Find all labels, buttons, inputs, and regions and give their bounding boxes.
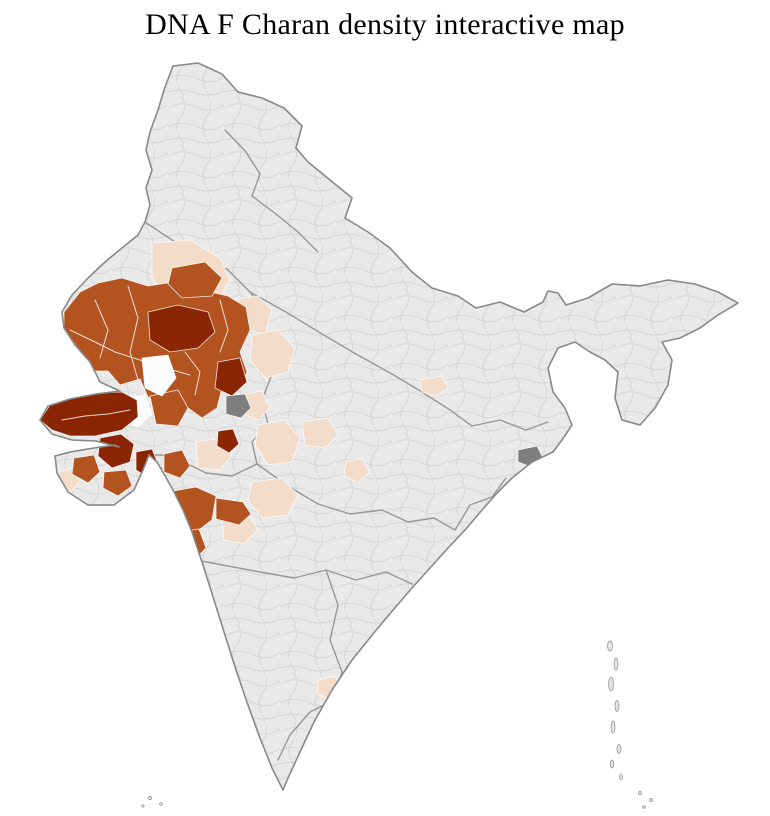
district-low-11[interactable]: [343, 457, 371, 483]
island: [607, 640, 613, 652]
district-low-3[interactable]: [249, 329, 296, 379]
state-border-line: [224, 129, 261, 197]
district-high-1[interactable]: [147, 304, 216, 353]
state-border-line: [195, 559, 413, 585]
state-border-line: [471, 419, 549, 431]
district-low-4[interactable]: [254, 419, 301, 466]
district-mid-7[interactable]: [102, 469, 133, 497]
state-border-line: [251, 195, 319, 253]
island: [642, 805, 646, 809]
district-mid-6[interactable]: [71, 454, 101, 484]
state-border-line: [249, 291, 473, 427]
district-mid-5[interactable]: [163, 449, 191, 479]
island: [614, 700, 620, 712]
district-high-6[interactable]: [147, 498, 169, 557]
district-high-4[interactable]: [97, 433, 135, 469]
island: [610, 720, 616, 734]
andaman-nicobar-islands: [607, 640, 653, 809]
district-mid-8[interactable]: [149, 389, 189, 427]
page-title: DNA F Charan density interactive map: [145, 8, 625, 41]
district-mid-9[interactable]: [167, 261, 223, 299]
island: [609, 759, 615, 769]
district-high-8[interactable]: [216, 428, 240, 454]
state-border-line: [148, 454, 258, 477]
district-high-2[interactable]: [214, 357, 248, 397]
district-low-6[interactable]: [247, 477, 299, 519]
state-border-line: [277, 699, 335, 761]
district-inner-borders: [61, 285, 229, 421]
district-high-3[interactable]: [40, 391, 139, 437]
island: [608, 676, 614, 692]
india-outline: [39, 62, 739, 791]
island: [159, 802, 163, 806]
district-mid-4[interactable]: [215, 497, 252, 526]
island: [616, 744, 622, 754]
district-nodata-1[interactable]: [141, 354, 177, 397]
island: [649, 798, 653, 802]
island: [638, 791, 642, 795]
island: [619, 773, 623, 781]
lakshadweep-islands: [141, 796, 163, 808]
island: [141, 804, 145, 808]
state-border-line: [256, 463, 456, 531]
district-gray-1[interactable]: [225, 393, 252, 419]
island: [148, 796, 152, 800]
district-low-7[interactable]: [419, 375, 449, 397]
island: [613, 657, 619, 671]
state-border-line: [454, 477, 507, 531]
district-low-5[interactable]: [301, 417, 339, 449]
